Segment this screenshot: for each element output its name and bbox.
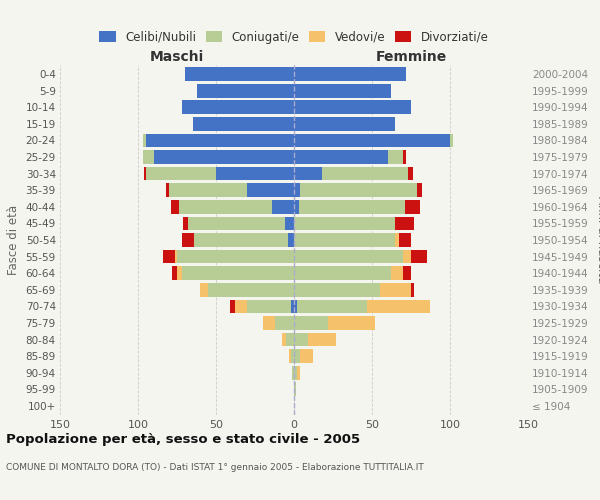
Bar bbox=[288, 233, 294, 247]
Bar bbox=[144, 167, 146, 180]
Bar bbox=[216, 167, 294, 180]
Bar bbox=[405, 200, 421, 213]
Bar bbox=[292, 366, 294, 380]
Bar bbox=[294, 316, 328, 330]
Bar bbox=[281, 332, 286, 346]
Bar bbox=[284, 216, 294, 230]
Bar bbox=[247, 184, 294, 197]
Bar bbox=[230, 300, 235, 313]
Text: Femmine: Femmine bbox=[376, 50, 446, 64]
Bar bbox=[175, 250, 177, 264]
Bar bbox=[169, 184, 247, 197]
Bar bbox=[194, 233, 288, 247]
Bar bbox=[411, 283, 414, 296]
Bar bbox=[300, 184, 417, 197]
Bar bbox=[200, 283, 208, 296]
Bar bbox=[182, 100, 294, 114]
Bar bbox=[183, 216, 188, 230]
Bar bbox=[403, 250, 411, 264]
Bar bbox=[294, 233, 395, 247]
Bar bbox=[272, 200, 294, 213]
Bar bbox=[193, 117, 294, 130]
Bar bbox=[294, 350, 300, 363]
Bar bbox=[171, 200, 179, 213]
Bar bbox=[294, 167, 322, 180]
Bar bbox=[263, 316, 275, 330]
Bar bbox=[289, 350, 291, 363]
Bar bbox=[163, 250, 175, 264]
Bar bbox=[177, 266, 182, 280]
Bar bbox=[417, 184, 422, 197]
Bar bbox=[294, 332, 308, 346]
Bar bbox=[188, 216, 284, 230]
Text: Popolazione per età, sesso e stato civile - 2005: Popolazione per età, sesso e stato civil… bbox=[6, 432, 360, 446]
Bar bbox=[411, 250, 427, 264]
Bar bbox=[395, 216, 414, 230]
Y-axis label: Anni di nascita: Anni di nascita bbox=[595, 196, 600, 284]
Bar bbox=[182, 233, 194, 247]
Bar bbox=[380, 283, 411, 296]
Bar bbox=[247, 300, 291, 313]
Bar bbox=[146, 134, 294, 147]
Bar bbox=[403, 266, 411, 280]
Bar bbox=[328, 316, 375, 330]
Bar bbox=[294, 382, 296, 396]
Bar bbox=[154, 150, 294, 164]
Bar bbox=[391, 266, 403, 280]
Bar bbox=[146, 167, 216, 180]
Bar bbox=[294, 250, 403, 264]
Bar bbox=[388, 150, 403, 164]
Bar bbox=[166, 184, 169, 197]
Text: COMUNE DI MONTALTO DORA (TO) - Dati ISTAT 1° gennaio 2005 - Elaborazione TUTTITA: COMUNE DI MONTALTO DORA (TO) - Dati ISTA… bbox=[6, 462, 424, 471]
Text: Maschi: Maschi bbox=[150, 50, 204, 64]
Bar bbox=[300, 350, 313, 363]
Bar bbox=[450, 134, 453, 147]
Bar bbox=[143, 134, 146, 147]
Bar bbox=[185, 68, 294, 81]
Bar bbox=[197, 84, 294, 98]
Bar bbox=[398, 233, 411, 247]
Bar bbox=[172, 266, 177, 280]
Bar bbox=[294, 68, 406, 81]
Bar bbox=[291, 300, 294, 313]
Bar bbox=[403, 150, 406, 164]
Bar bbox=[179, 200, 272, 213]
Legend: Celibi/Nubili, Coniugati/e, Vedovi/e, Divorziati/e: Celibi/Nubili, Coniugati/e, Vedovi/e, Di… bbox=[99, 30, 489, 44]
Bar bbox=[294, 200, 299, 213]
Bar bbox=[294, 216, 395, 230]
Bar bbox=[297, 300, 367, 313]
Bar bbox=[367, 300, 430, 313]
Bar bbox=[408, 167, 413, 180]
Bar bbox=[208, 283, 294, 296]
Bar bbox=[395, 233, 398, 247]
Bar bbox=[294, 134, 450, 147]
Bar bbox=[291, 350, 294, 363]
Bar bbox=[294, 184, 300, 197]
Bar bbox=[294, 100, 411, 114]
Bar bbox=[294, 150, 388, 164]
Bar bbox=[177, 250, 294, 264]
Bar bbox=[143, 150, 154, 164]
Y-axis label: Fasce di età: Fasce di età bbox=[7, 205, 20, 275]
Bar bbox=[294, 366, 297, 380]
Bar bbox=[182, 266, 294, 280]
Bar bbox=[294, 84, 391, 98]
Bar bbox=[299, 200, 405, 213]
Bar bbox=[294, 266, 391, 280]
Bar bbox=[294, 283, 380, 296]
Bar bbox=[294, 300, 297, 313]
Bar bbox=[286, 332, 294, 346]
Bar bbox=[294, 117, 395, 130]
Bar bbox=[308, 332, 336, 346]
Bar bbox=[275, 316, 294, 330]
Bar bbox=[322, 167, 408, 180]
Bar bbox=[235, 300, 247, 313]
Bar bbox=[297, 366, 300, 380]
